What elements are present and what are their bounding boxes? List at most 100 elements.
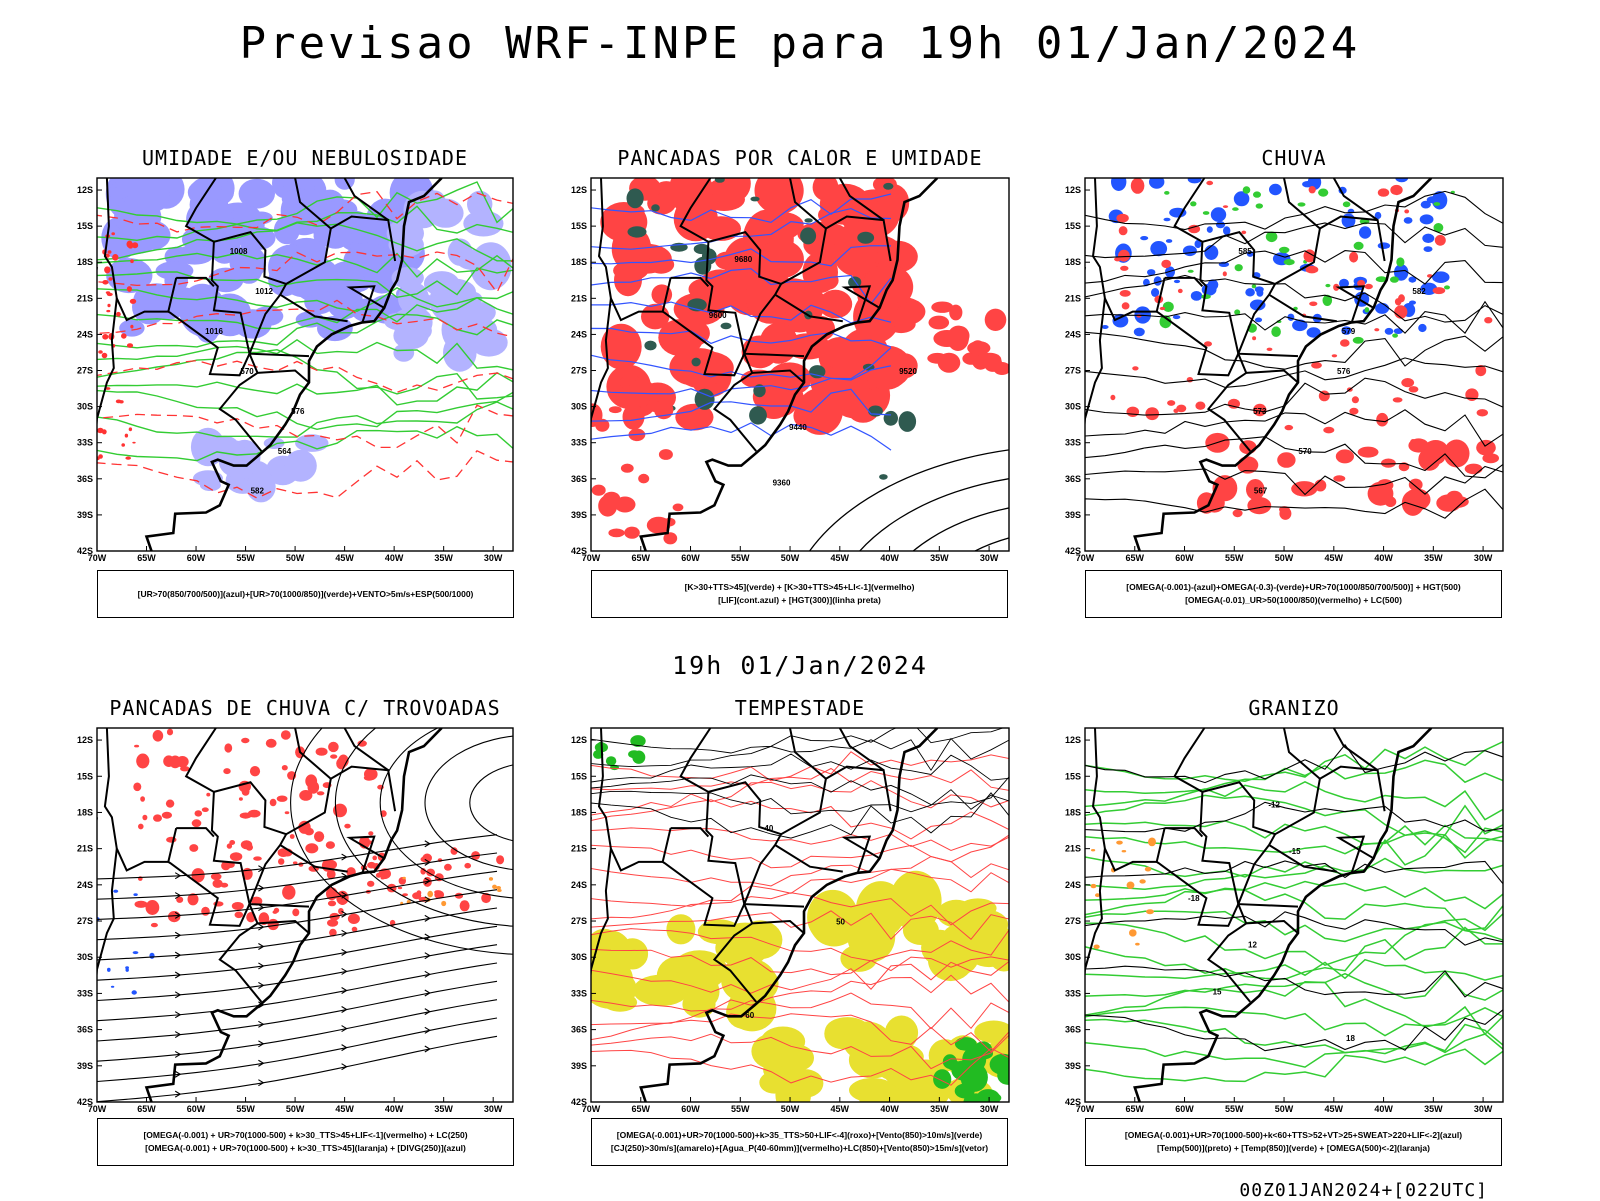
lat-label: 15S	[77, 771, 93, 781]
thickness-marker	[121, 443, 125, 447]
humidity-area	[1477, 443, 1494, 456]
thunderstorm-area	[329, 928, 337, 937]
humidity-area	[1297, 481, 1315, 491]
thunderstorm-area	[267, 918, 279, 931]
temp850-contour	[1085, 888, 1503, 931]
lif-contour	[591, 422, 892, 451]
hgt500-contour	[1085, 436, 1503, 479]
omega-area	[1151, 288, 1160, 297]
lat-label: 15S	[77, 221, 93, 231]
state-border	[330, 765, 397, 812]
state-border	[1085, 848, 1106, 982]
footer-timestamp: 00Z01JAN2024+[022UTC]	[1239, 1180, 1488, 1201]
state-border	[679, 178, 746, 354]
map-content: 585 582 579 576 573 570 567	[1085, 178, 1503, 551]
contour-label: 1016	[205, 327, 223, 336]
humidity-area	[1195, 401, 1206, 410]
humidity-mid-area	[246, 471, 276, 503]
wind-area	[960, 1062, 988, 1092]
streamline-arrow	[174, 931, 182, 939]
lat-label: 39S	[77, 1061, 93, 1071]
humidity-area	[1159, 306, 1166, 311]
thickness-marker	[101, 352, 108, 359]
humidity-area	[1464, 463, 1483, 475]
thunderstorm-area	[351, 926, 358, 932]
thunderstorm-area	[347, 913, 360, 924]
humidity-area	[1476, 409, 1488, 417]
jet-area	[889, 896, 938, 921]
lat-label: 30S	[77, 402, 93, 412]
contour-label: 573	[1253, 407, 1267, 416]
omega-area	[1207, 279, 1219, 291]
lat-label: 24S	[77, 329, 93, 339]
instability-area-k-tts	[644, 340, 657, 351]
streamline-arrow	[424, 858, 431, 866]
streamline-arrow	[341, 853, 348, 861]
humidity-low-contour	[97, 222, 513, 262]
hgt500-contour	[1085, 465, 1503, 496]
map-frame	[590, 727, 1010, 1103]
thunderstorm-area	[282, 884, 296, 900]
state-border	[279, 844, 348, 873]
state-border	[752, 919, 805, 934]
divergence-marker	[110, 985, 115, 988]
omega-strong-area	[1322, 294, 1333, 306]
lat-label: 39S	[571, 510, 587, 520]
lon-label: 55W	[731, 553, 750, 563]
thunderstorm-area	[380, 877, 385, 880]
state-border	[1332, 728, 1379, 772]
omega-strong-area	[1253, 191, 1261, 198]
instability-area-k-tts	[714, 178, 725, 183]
jet-area	[633, 974, 689, 1007]
state-border	[597, 728, 663, 872]
divergence-marker	[131, 990, 137, 995]
state-border	[1173, 178, 1240, 354]
state-border	[97, 298, 118, 431]
omega500-marker	[1093, 944, 1100, 950]
state-border	[248, 283, 310, 358]
state-border	[218, 903, 263, 1003]
lon-label: 40W	[880, 1104, 899, 1114]
streamline-arrow	[174, 1050, 182, 1058]
humidity-area	[1177, 288, 1183, 294]
jet-area	[884, 1015, 919, 1051]
humidity-area	[1204, 341, 1212, 347]
humidity-area	[1408, 438, 1429, 453]
wind-area	[997, 1065, 1009, 1085]
lat-label: 42S	[1065, 546, 1081, 556]
omega-area	[1393, 328, 1404, 334]
streamline-arrow	[424, 896, 431, 904]
humidity-area	[1381, 458, 1396, 468]
temp500-contour	[1085, 860, 1503, 885]
state-border	[176, 276, 215, 287]
orange-area	[402, 876, 406, 880]
water-contour	[591, 948, 1009, 976]
lon-label: 60W	[681, 553, 700, 563]
state-border	[1319, 765, 1386, 812]
lat-label: 42S	[571, 1097, 587, 1107]
thunderstorm-area	[280, 730, 291, 740]
streamline-arrow	[341, 1044, 348, 1052]
water-contour	[591, 892, 1009, 926]
temp850-contour	[1085, 880, 1503, 910]
lat-label: 30S	[1065, 952, 1081, 962]
divergence-marker	[133, 893, 138, 896]
lon-label: 60W	[1175, 553, 1194, 563]
omega-strong-area	[1159, 315, 1172, 329]
panel-title: PANCADAS DE CHUVA C/ TROVOADAS	[109, 696, 501, 720]
humidity-mid-area	[463, 210, 504, 237]
wind-vector-row	[591, 753, 1009, 783]
jet-area	[751, 1033, 792, 1069]
humidity-low-contour	[97, 267, 513, 299]
omega-area	[1165, 239, 1173, 243]
thunderstorm-area	[229, 852, 243, 861]
state-border	[1206, 353, 1251, 452]
thickness-marker	[102, 334, 109, 340]
thunderstorm-area	[239, 812, 252, 819]
instability-area	[931, 301, 954, 313]
thickness-marker	[105, 291, 111, 294]
humidity-area	[1335, 449, 1354, 464]
omega-strong-area	[1279, 246, 1290, 254]
omega-strong-area	[1190, 201, 1197, 207]
